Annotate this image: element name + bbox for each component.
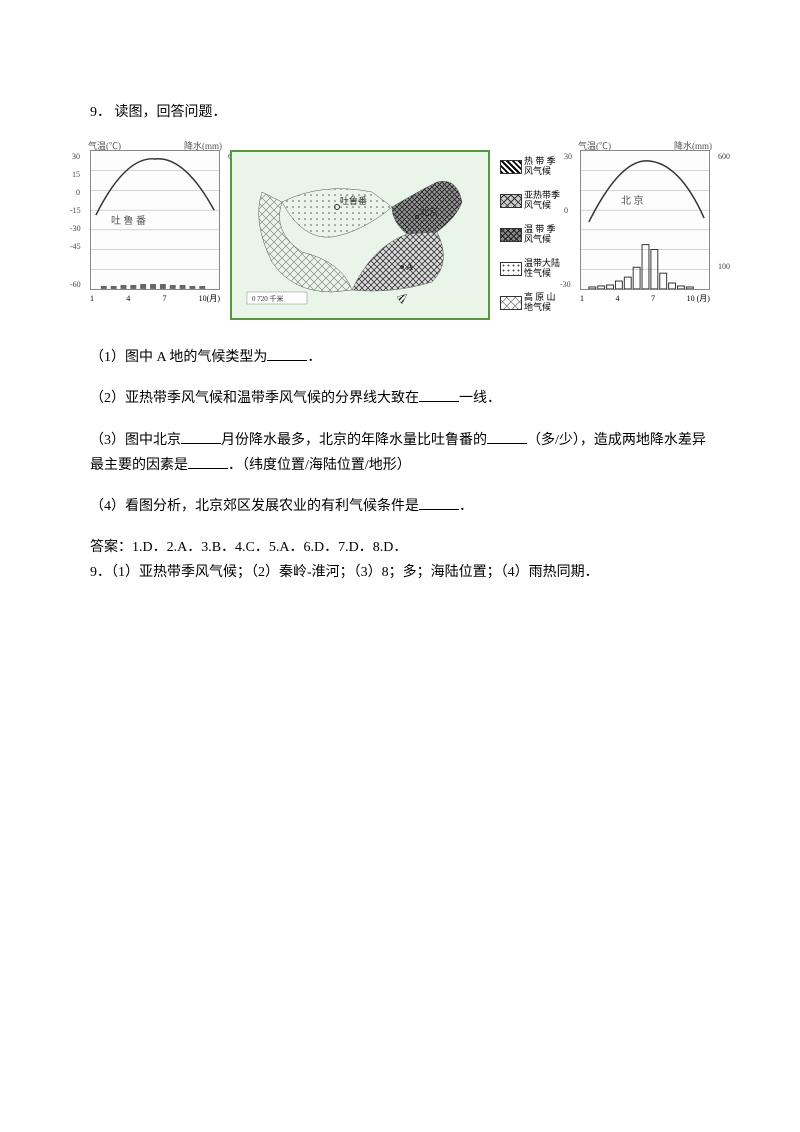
y-tick: 30 [72, 150, 80, 164]
x-tick: 7 [651, 292, 655, 306]
legend-label: 热 带 季风气候 [524, 157, 556, 177]
y-tick: -60 [70, 278, 81, 292]
blank [419, 388, 459, 402]
x-axis: 1 4 7 10 (月) [580, 292, 710, 306]
question-number: 9． [90, 105, 111, 120]
x-tick: 4 [126, 292, 130, 306]
legend-item: 热 带 季风气候 [500, 157, 570, 177]
city-label: 北 京 [621, 193, 644, 211]
legend-swatch [500, 194, 522, 208]
legend-swatch [500, 296, 522, 310]
legend-item: 高 原 山地气候 [500, 293, 570, 313]
x-tick: 4 [616, 292, 620, 306]
legend-swatch [500, 228, 522, 242]
x-tick: 7 [162, 292, 166, 306]
legend-label: 亚热带季风气候 [524, 191, 560, 211]
question-prompt: 读图，回答问题． [115, 105, 227, 120]
y-tick: 600 [718, 150, 730, 164]
chart-turpan: 气温(℃) 降水(mm) [90, 150, 220, 320]
blank [419, 496, 459, 510]
sub-question-2: （2）亚热带季风气候和温带季风气候的分界线大致在 一线． [90, 386, 710, 411]
map-legend: 热 带 季风气候 亚热带季风气候 温 带 季风气候 温带大陆性气候 高 原 山地… [500, 150, 570, 320]
y-tick: 0 [564, 204, 568, 218]
q-text: 一线． [459, 391, 501, 406]
china-climate-map: 吐鲁番 北京 A 0 720 千米 [230, 150, 490, 320]
sub-question-4: （4）看图分析，北京郊区发展农业的有利气候条件是 ． [90, 494, 710, 519]
x-tick: 1 [90, 292, 94, 306]
answers-line-1: 答案：1.D．2.A．3.B．4.C．5.A．6.D．7.D．8.D． [90, 535, 710, 560]
y-tick: -45 [70, 240, 81, 254]
blank [181, 430, 221, 444]
x-tick: 10 (月) [687, 292, 710, 306]
y-tick: 30 [564, 150, 572, 164]
chart-svg [581, 151, 709, 289]
q-text: 月份降水最多，北京的年降水量比吐鲁番的 [221, 433, 487, 448]
sub-question-3: （3）图中北京月份降水最多，北京的年降水量比吐鲁番的（多/少），造成两地降水差异… [90, 428, 710, 478]
x-tick: 10(月) [199, 292, 220, 306]
legend-item: 亚热带季风气候 [500, 191, 570, 211]
question-header: 9． 读图，回答问题． [90, 100, 710, 125]
q-text: ．（纬度位置/海陆位置/地形） [228, 458, 411, 473]
map-svg: 吐鲁番 北京 A 0 720 千米 [242, 162, 482, 312]
q-text: （1）图中 A 地的气候类型为 [90, 350, 267, 365]
y-tick: -30 [560, 278, 571, 292]
legend-label: 温带大陆性气候 [524, 259, 560, 279]
answers-line-2: 9．（1）亚热带季风气候；（2）秦岭-淮河；（3）8；多；海陆位置；（4）雨热同… [90, 560, 710, 585]
y-tick: 100 [718, 260, 730, 274]
legend-swatch [500, 262, 522, 276]
chart-area: 吐 鲁 番 [90, 150, 220, 290]
q-text: （4）看图分析，北京郊区发展农业的有利气候条件是 [90, 499, 419, 514]
figure-row: 气温(℃) 降水(mm) [90, 145, 710, 325]
chart-beijing: 气温(℃) 降水(mm) 北 京 3 [580, 150, 710, 320]
legend-item: 温 带 季风气候 [500, 225, 570, 245]
q-text: （2）亚热带季风气候和温带季风气候的分界线大致在 [90, 391, 419, 406]
answers-block: 答案：1.D．2.A．3.B．4.C．5.A．6.D．7.D．8.D． 9．（1… [90, 535, 710, 585]
y-tick: -15 [70, 204, 81, 218]
q-text: ． [459, 499, 473, 514]
map-label-turpan: 吐鲁番 [340, 195, 367, 206]
blank [487, 430, 527, 444]
legend-label: 温 带 季风气候 [524, 225, 556, 245]
map-label-beijing: 北京 [420, 206, 438, 217]
y-tick: 15 [72, 168, 80, 182]
y-tick: 0 [76, 186, 80, 200]
map-label-a: A [406, 262, 414, 273]
q-text: （3）图中北京 [90, 433, 181, 448]
city-label: 吐 鲁 番 [111, 213, 146, 231]
svg-text:0 720 千米: 0 720 千米 [252, 294, 284, 303]
legend-swatch [500, 160, 522, 174]
blank [267, 347, 307, 361]
x-axis: 1 4 7 10(月) [90, 292, 220, 306]
legend-label: 高 原 山地气候 [524, 293, 556, 313]
chart-area: 北 京 [580, 150, 710, 290]
q-text: ． [307, 350, 321, 365]
legend-item: 温带大陆性气候 [500, 259, 570, 279]
sub-question-1: （1）图中 A 地的气候类型为 ． [90, 345, 710, 370]
blank [188, 455, 228, 469]
y-tick: -30 [70, 222, 81, 236]
x-tick: 1 [580, 292, 584, 306]
